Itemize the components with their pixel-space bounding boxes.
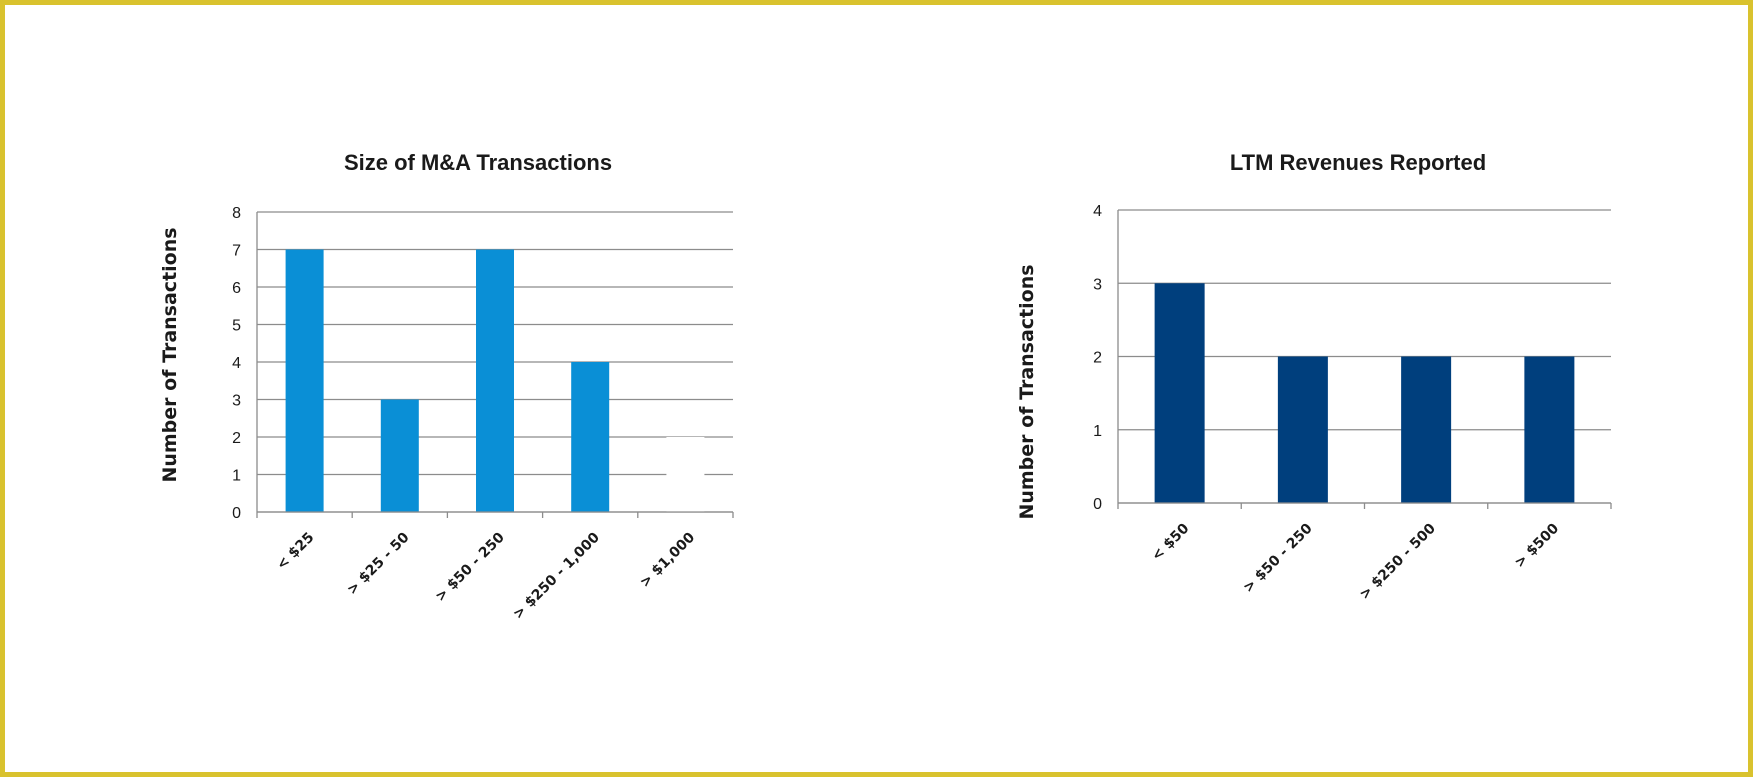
x-tick-label: > $50 - 250 [432,529,508,605]
chart-title: LTM Revenues Reported [1230,150,1486,175]
y-tick-label: 3 [232,393,241,410]
x-tick-label: > $500 [1512,520,1563,571]
bar [476,249,514,512]
bar [571,362,610,512]
y-tick-label: 4 [1093,203,1102,220]
x-tick-label: > $250 - 500 [1357,520,1439,602]
bar [380,399,419,512]
x-tick-label: > $25 - 50 [344,529,413,598]
x-tick-label: < $25 [274,530,318,574]
y-tick-label: 7 [232,243,241,260]
y-axis-label: Number of Transactions [159,227,181,482]
x-tick-label: > $50 - 250 [1240,520,1316,596]
bar [1524,356,1575,503]
y-tick-label: 5 [232,318,241,335]
bar [1154,283,1205,503]
y-tick-label: 2 [1093,350,1102,367]
y-tick-label: 3 [1093,276,1102,293]
x-tick-label: < $50 [1149,520,1193,564]
y-tick-label: 8 [232,205,241,222]
bar [1401,356,1452,503]
bar [666,437,705,512]
y-axis-label: Number of Transactions [1016,264,1038,519]
chart-ltm-revenues: LTM Revenues Reported Number of Transact… [1016,150,1612,603]
bar [285,249,324,512]
bar [1277,356,1328,503]
y-tick-label: 6 [232,280,241,297]
x-tick-label: > $250 - 1,000 [510,529,603,622]
y-tick-label: 0 [1093,496,1102,513]
y-tick-label: 2 [232,430,241,447]
y-tick-label: 0 [232,505,241,522]
chart-title: Size of M&A Transactions [344,150,612,175]
x-tick-label: > $1,000 [637,529,698,590]
chart-transaction-size: Size of M&A Transactions Number of Trans… [159,150,734,622]
y-tick-label: 1 [1093,423,1102,440]
y-tick-label: 1 [232,468,241,485]
y-tick-label: 4 [232,355,241,372]
